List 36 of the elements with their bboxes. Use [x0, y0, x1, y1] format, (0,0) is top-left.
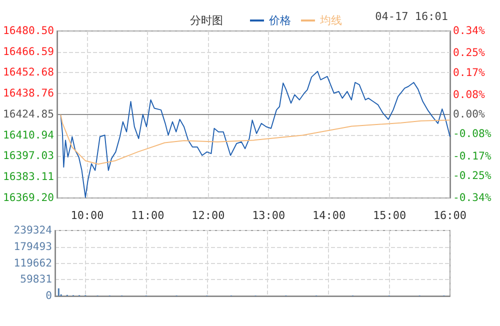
- y2-tick-label: -0.25%: [453, 170, 492, 182]
- y2-tick-label: -0.08%: [453, 128, 492, 140]
- x-tick-label: 13:00: [252, 209, 286, 222]
- legend-label: 价格: [268, 14, 291, 27]
- chart-title: 分时图: [190, 14, 223, 27]
- x-tick-label: 14:00: [312, 209, 346, 222]
- y-tick-label: 16397.03: [2, 150, 54, 162]
- y2-tick-label: 0.34%: [453, 25, 486, 37]
- y2-tick-label: 0.08%: [453, 88, 486, 101]
- y2-tick-label: 0.25%: [453, 47, 486, 60]
- y-tick-label: 239324: [14, 224, 52, 236]
- y-tick-label: 16383.11: [2, 171, 54, 184]
- y-tick-label: 16410.94: [2, 129, 54, 142]
- x-tick-label: 15:00: [372, 209, 406, 222]
- x-tick-label: 10:00: [70, 209, 104, 222]
- y2-tick-label: 0.00%: [453, 108, 486, 120]
- y-tick-label: 16438.76: [2, 88, 54, 100]
- y-tick-label: 16466.59: [2, 46, 54, 58]
- y-tick-label: 16452.68: [2, 66, 54, 79]
- y-tick-label: 59831: [20, 274, 52, 286]
- y-tick-label: 16369.20: [2, 192, 54, 204]
- y2-tick-label: 0.17%: [453, 66, 486, 79]
- text: 04-17 16:01: [375, 10, 448, 23]
- x-tick-label: 16:00: [433, 209, 467, 222]
- x-tick-label: 12:00: [192, 209, 225, 222]
- legend-label: 均线: [319, 14, 342, 27]
- y-tick-label: 16480.50: [2, 25, 54, 37]
- line-series: [60, 114, 450, 165]
- x-tick-label: 11:00: [131, 209, 164, 222]
- y-tick-label: 119662: [14, 257, 52, 270]
- y-tick-label: 0: [46, 290, 52, 302]
- y-tick-label: 16424.85: [2, 108, 54, 120]
- y-tick-label: 179493: [14, 240, 52, 253]
- line-series: [60, 70, 450, 198]
- y2-tick-label: -0.34%: [453, 192, 492, 204]
- y2-tick-label: -0.17%: [453, 150, 492, 162]
